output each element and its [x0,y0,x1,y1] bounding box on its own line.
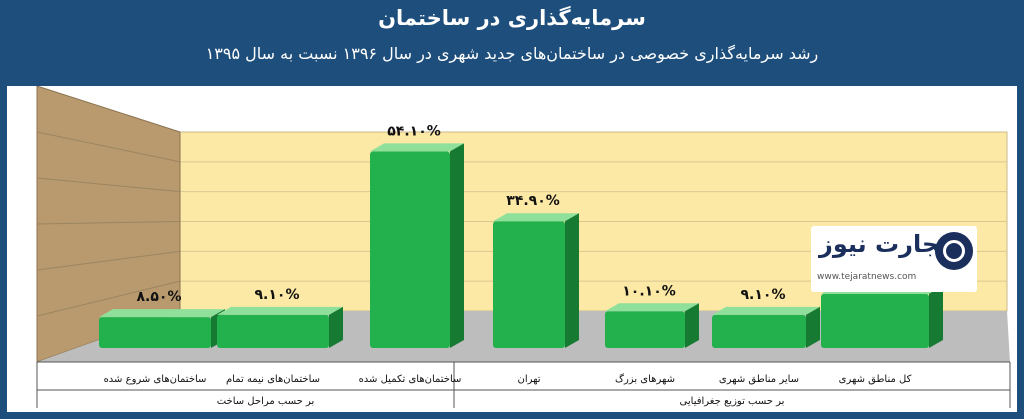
gridline-left [36,131,181,163]
group-label: بر حسب توزیع جغرافیایی [680,396,785,407]
logo-name: تجارت نیوز [819,230,949,258]
chart-subtitle: رشد سرمایه‌گذاری خصوصی در ساختمان‌های جد… [205,44,819,63]
bar-chart: ۸.۵۰% ساختمان‌های شروع شده ۹.۱۰% ساختمان‌ها… [36,86,1011,408]
data-label: ۱۰.۱۰% [622,283,676,299]
data-label: ۵۴.۱۰% [387,123,441,139]
bar-top [605,303,699,312]
gridline-left [36,221,181,225]
bar-top [370,143,464,152]
bar-top [712,306,820,315]
logo-mark-icon [935,232,973,270]
bar-side [929,285,943,348]
data-label: ۹.۱۰% [255,287,300,303]
bar-top [493,213,579,222]
category-label: تهران [517,374,540,385]
category-label: ساختمان‌های شروع شده [104,374,207,385]
bar-front [493,221,565,348]
bar-top [217,306,343,315]
data-label: ۸.۵۰% [137,289,182,305]
bar-side [685,303,699,348]
group-label: بر حسب مراحل ساخت [217,396,315,407]
data-label: ۹.۱۰% [741,287,786,303]
category-label: ساختمان‌های تکمیل شده [359,374,462,385]
category-label: ساختمان‌های نیمه تمام [226,374,320,385]
category-label: شهرهای بزرگ [615,372,675,385]
category-label: سایر مناطق شهری [719,374,799,385]
bar-side [329,306,343,348]
chart-title: سرمایه‌گذاری در ساختمان [378,6,646,30]
bar-side [450,143,464,348]
bar-front [605,311,685,348]
bar-top [99,309,225,318]
gridline-left [36,177,181,193]
logo-url: www.tejaratnews.com [817,272,917,282]
bar-front [712,314,806,348]
bar-side [806,306,820,348]
bar-front [217,314,329,348]
plot-area: ۸.۵۰% ساختمان‌های شروع شده ۹.۱۰% ساختمان‌ها… [7,86,1017,412]
chart-header: سرمایه‌گذاری در ساختمان رشد سرمایه‌گذاری… [0,0,1024,86]
bar-side [565,213,579,348]
bar-front [99,317,211,348]
gridline-left [36,280,181,317]
bar-front [821,293,929,348]
category-label: کل مناطق شهری [839,374,912,385]
gridline-left [36,250,181,271]
bar-front [370,151,450,348]
brand-logo: تجارت نیوز www.tejaratnews.com [811,226,977,292]
data-label: ۳۴.۹۰% [506,193,560,209]
